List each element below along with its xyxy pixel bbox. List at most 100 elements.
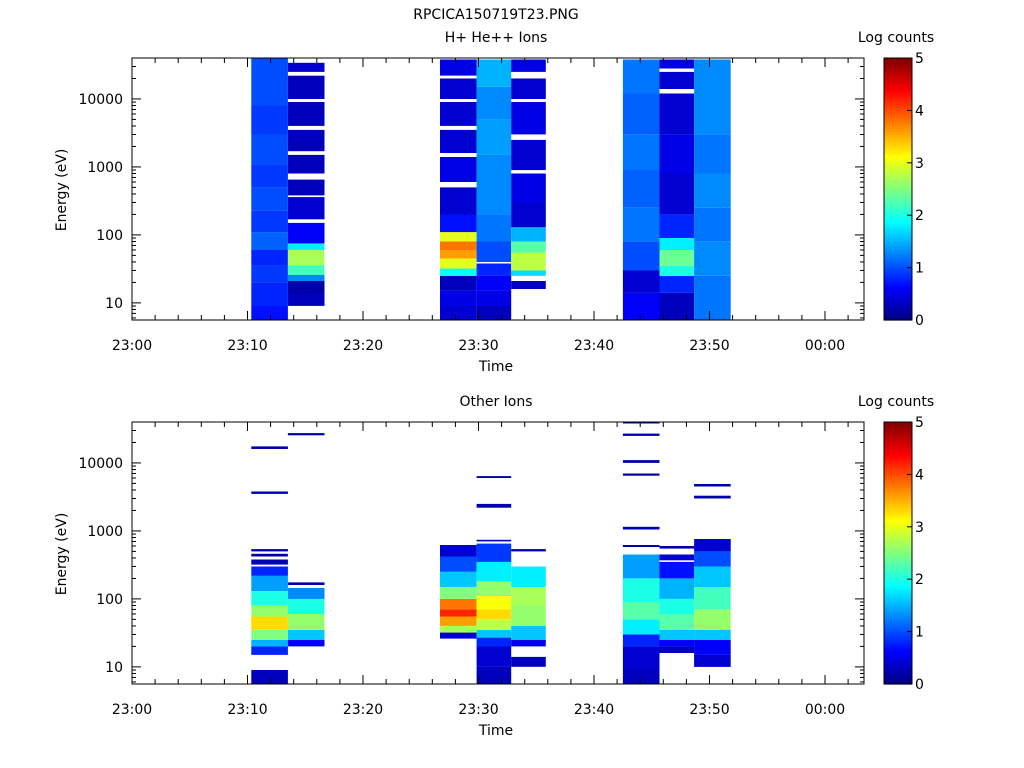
colorbar-swatch	[884, 275, 912, 279]
colorbar-swatch	[884, 463, 912, 468]
heatmap-cell	[622, 460, 660, 463]
heatmap-cell	[622, 473, 660, 476]
heatmap-cell	[659, 629, 695, 640]
colorbar-swatch	[884, 500, 912, 504]
colorbar-swatch	[884, 445, 912, 449]
colorbar-swatch	[884, 301, 912, 305]
heatmap-cell	[511, 102, 546, 135]
colorbar-swatch	[884, 120, 912, 125]
colorbar-swatch	[884, 293, 912, 298]
heatmap-cell	[694, 173, 731, 208]
colorbar-tick-label: 3	[915, 156, 924, 172]
colorbar-swatch	[884, 149, 912, 153]
heatmap-cell	[251, 210, 288, 233]
colorbar-swatch	[884, 503, 912, 507]
colorbar-swatch	[884, 631, 912, 635]
heatmap-cell	[622, 634, 660, 647]
colorbar-swatch	[884, 513, 912, 517]
heatmap-cell	[440, 232, 477, 242]
heatmap-cell	[694, 551, 731, 567]
colorbar-tick-label: 5	[915, 415, 924, 431]
colorbar-swatch	[884, 270, 912, 274]
heatmap-cell	[476, 629, 512, 638]
colorbar-swatch	[884, 634, 912, 638]
colorbar-swatch	[884, 448, 912, 452]
colorbar-swatch	[884, 608, 912, 612]
heatmap-cell	[476, 666, 512, 684]
x-tick-label: 23:10	[227, 702, 267, 718]
colorbar-swatch	[884, 173, 912, 177]
colorbar-swatch	[884, 306, 912, 311]
heatmap-cell	[251, 549, 288, 552]
colorbar-swatch	[884, 209, 912, 214]
heatmap-cell	[251, 134, 288, 165]
colorbar-swatch	[884, 610, 912, 614]
heatmap-cell	[440, 290, 477, 306]
heatmap-cell	[476, 119, 512, 155]
colorbar-swatch	[884, 490, 912, 494]
heatmap-cell	[622, 619, 660, 635]
colorbar-swatch	[884, 160, 912, 164]
colorbar-swatch	[884, 191, 912, 195]
heatmap-cell	[287, 639, 325, 647]
colorbar-swatch	[884, 429, 912, 434]
colorbar-swatch	[884, 497, 912, 502]
heatmap-cell	[287, 222, 325, 244]
colorbar-swatch	[884, 272, 912, 277]
colorbar-swatch	[884, 283, 912, 287]
colorbar-swatch	[884, 228, 912, 232]
colorbar-swatch	[884, 676, 912, 680]
heatmap-cell	[440, 609, 477, 617]
heatmap-cell	[440, 556, 477, 572]
heatmap-cell	[251, 105, 288, 135]
axes: 23:00 23:10 23:20 23:30 23:40 23:50 00:00 10 100…	[78, 421, 865, 718]
colorbar-swatch	[884, 563, 912, 567]
colorbar-swatch	[884, 194, 912, 198]
colorbar-swatch	[884, 456, 912, 460]
colorbar-swatch	[884, 123, 912, 127]
heatmap-cell	[511, 202, 546, 228]
colorbar-frame	[883, 421, 913, 685]
heatmap-cell	[659, 250, 695, 266]
colorbar-swatch	[884, 178, 912, 182]
colorbar-swatch	[884, 605, 912, 609]
colorbar-swatch	[884, 254, 912, 258]
colorbar-swatch	[884, 469, 912, 473]
heatmap-cell	[251, 250, 288, 266]
heatmap-cell	[287, 243, 325, 250]
heatmap-cell	[440, 626, 477, 633]
heatmap-cell	[440, 258, 477, 269]
heatmap-cell	[659, 554, 695, 561]
colorbar-swatch	[884, 136, 912, 140]
heatmap-cell	[287, 265, 325, 275]
heatmap-cell	[511, 586, 546, 606]
colorbar-swatch	[884, 587, 912, 591]
colorbar-swatch	[884, 280, 912, 284]
x-tick-label: 23:40	[574, 702, 614, 718]
colorbar-swatch	[884, 196, 912, 201]
colorbar-swatch	[884, 597, 912, 601]
heatmap-cell	[659, 639, 695, 647]
colorbar-swatch	[884, 99, 912, 104]
heatmap-cell	[659, 546, 695, 549]
heatmap-cell	[659, 173, 695, 215]
colorbar: 0 1 2 3 4 5	[883, 415, 924, 693]
heatmap-cell	[476, 275, 512, 291]
colorbar-swatch	[884, 115, 912, 119]
colorbar-swatch	[884, 524, 912, 528]
colorbar-swatch	[884, 202, 912, 206]
heatmap-cell	[440, 187, 477, 215]
colorbar-swatch	[884, 110, 912, 114]
heatmap-cell	[287, 62, 325, 72]
colorbar-swatch	[884, 482, 912, 486]
heatmap-cell	[440, 545, 477, 557]
x-tick-label: 00:00	[805, 338, 845, 354]
colorbar-swatch	[884, 165, 912, 169]
colorbar-swatch	[884, 553, 912, 557]
colorbar-tick-label: 0	[915, 313, 924, 329]
heatmap-cell	[694, 566, 731, 587]
heatmap-cell	[287, 274, 325, 281]
colorbar-swatch	[884, 579, 912, 583]
heatmap-cell	[511, 173, 546, 203]
heatmap-cell	[622, 59, 660, 94]
